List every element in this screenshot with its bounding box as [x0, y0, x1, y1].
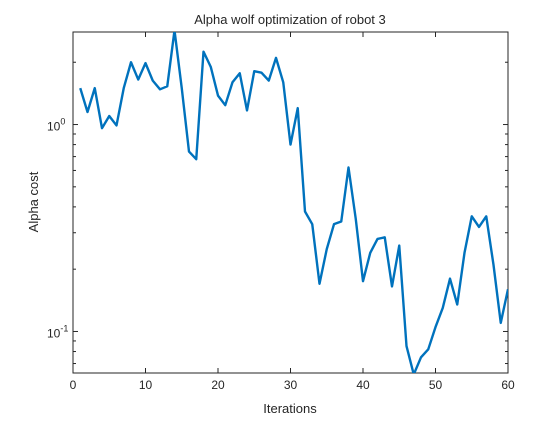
x-tick-label: 50: [429, 378, 443, 392]
y-tick-label: 100: [47, 117, 65, 134]
x-tick-label: 10: [139, 378, 153, 392]
ticks: 0 10 20 30 40 50 60 10-1 100: [47, 32, 515, 392]
y-tick-label: 10-1: [47, 323, 68, 340]
series-line-0: [79, 32, 508, 373]
series: [79, 32, 508, 373]
axes: [72, 31, 509, 374]
x-tick-label: 40: [356, 378, 370, 392]
x-tick-label: 30: [284, 378, 298, 392]
x-tick-label: 60: [501, 378, 515, 392]
x-tick-label: 20: [211, 378, 225, 392]
y-axis-label: Alpha cost: [26, 171, 41, 232]
x-axis-label: Iterations: [263, 401, 317, 416]
chart-title: Alpha wolf optimization of robot 3: [194, 12, 386, 27]
plot-area-box: [72, 31, 509, 374]
x-tick-label: 0: [70, 378, 77, 392]
